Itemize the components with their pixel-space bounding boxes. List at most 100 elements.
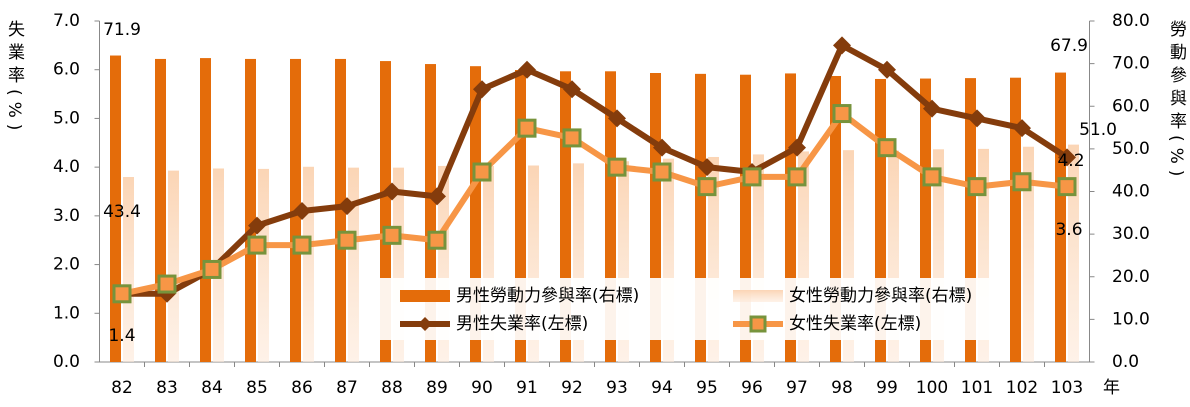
marker — [383, 182, 401, 201]
y2-tick-label: 60.0 — [1112, 96, 1150, 116]
marker — [337, 230, 357, 250]
y2-tick-label: 50.0 — [1112, 139, 1150, 159]
legend-marker — [418, 317, 432, 331]
marker — [518, 60, 536, 79]
x-tick-label: 82 — [111, 378, 133, 398]
marker — [787, 167, 807, 187]
data-label: 1.4 — [108, 326, 135, 346]
bar — [888, 150, 899, 362]
legend-swatch — [733, 290, 783, 302]
bar — [470, 66, 481, 363]
y-tick-label: 0.0 — [53, 352, 80, 372]
bar — [110, 55, 121, 363]
bar — [740, 74, 751, 363]
bar — [830, 75, 841, 362]
legend-label: 男性勞動力參與率(右標) — [456, 286, 639, 306]
bar — [798, 151, 809, 362]
data-label: 43.4 — [103, 202, 141, 222]
data-label: 67.9 — [1050, 36, 1088, 56]
marker — [1057, 177, 1077, 197]
bar — [605, 71, 616, 363]
y2-axis-label: 勞動參與率(%) — [1166, 20, 1187, 182]
x-tick-label: 93 — [606, 378, 628, 398]
y2-tick-label: 10.0 — [1112, 309, 1150, 329]
legend-label: 女性勞動力參與率(右標) — [789, 286, 972, 306]
bar — [1023, 146, 1034, 362]
marker — [517, 118, 537, 138]
marker — [742, 167, 762, 187]
legend: 男性勞動力參與率(右標) 女性勞動力參與率(右標) 男性失業率(左標) 女性失業率(左… — [370, 278, 1010, 340]
bar — [650, 73, 661, 362]
bar — [258, 168, 269, 362]
data-label: 71.9 — [103, 20, 141, 40]
x-tick-label: 85 — [246, 378, 268, 398]
x-tick-label: 99 — [876, 378, 898, 398]
bar — [515, 70, 526, 363]
bar — [933, 149, 944, 362]
bar — [245, 58, 256, 362]
y2-tick-label: 30.0 — [1112, 224, 1150, 244]
bar — [560, 71, 571, 363]
x-tick-label: 87 — [336, 378, 358, 398]
marker — [112, 284, 132, 304]
x-tick-label: 92 — [561, 378, 583, 398]
marker — [653, 138, 671, 157]
marker — [607, 157, 627, 177]
bar — [348, 167, 359, 362]
legend-box — [370, 278, 1010, 340]
bar — [123, 177, 134, 362]
bar — [843, 150, 854, 362]
y-tick-label: 1.0 — [53, 303, 80, 323]
y-tick-label: 5.0 — [53, 108, 80, 128]
legend-swatch — [400, 290, 450, 302]
marker — [697, 177, 717, 197]
bar — [618, 161, 629, 362]
x-tick-label: 83 — [156, 378, 178, 398]
marker — [832, 104, 852, 124]
x-tick-label: 98 — [831, 378, 853, 398]
marker — [967, 177, 987, 197]
y2-tick-label: 0.0 — [1112, 352, 1139, 372]
marker — [248, 216, 266, 235]
marker — [562, 128, 582, 148]
x-tick-label: 103 — [1051, 378, 1083, 398]
marker — [878, 60, 896, 79]
marker — [877, 138, 897, 158]
bar — [785, 73, 796, 363]
x-tick-label: 96 — [741, 378, 763, 398]
bar — [753, 154, 764, 362]
bar — [438, 165, 449, 362]
x-tick-label: 95 — [696, 378, 718, 398]
marker — [472, 162, 492, 182]
data-label: 51.0 — [1079, 120, 1117, 140]
data-label: 3.6 — [1055, 220, 1082, 240]
bar — [483, 165, 494, 362]
line — [121, 110, 1068, 297]
marker — [608, 109, 626, 128]
marker — [293, 201, 311, 220]
y2-tick-label: 70.0 — [1112, 54, 1150, 74]
marker — [382, 225, 402, 245]
y-tick-label: 3.0 — [53, 206, 80, 226]
marker — [968, 109, 986, 128]
x-tick-label: 100 — [916, 378, 948, 398]
marker — [788, 138, 806, 157]
x-tick-label: 91 — [516, 378, 538, 398]
marker — [292, 235, 312, 255]
x-tick-label: 86 — [291, 378, 313, 398]
marker — [338, 197, 356, 216]
marker — [922, 167, 942, 187]
marker — [1012, 172, 1032, 192]
marker — [563, 80, 581, 99]
bar — [708, 156, 719, 362]
marker — [698, 158, 716, 177]
bar — [978, 148, 989, 362]
bar — [528, 165, 539, 362]
x-tick-label: 102 — [1006, 378, 1038, 398]
bar — [200, 58, 211, 363]
line — [122, 42, 1069, 297]
legend-marker — [749, 315, 767, 333]
y-tick-label: 4.0 — [53, 157, 80, 177]
bar — [393, 167, 404, 362]
